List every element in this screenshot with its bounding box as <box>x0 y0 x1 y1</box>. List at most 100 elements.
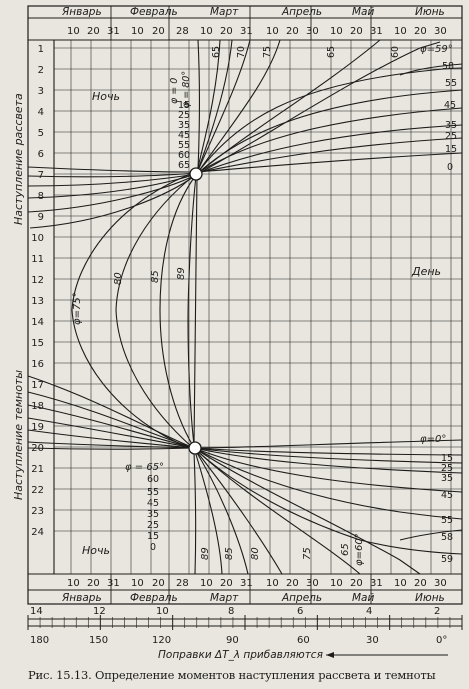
phi-value: 25 <box>445 131 457 142</box>
phi-80-label: φ = 80° <box>181 71 192 108</box>
scale-bottom-value: 0° <box>436 635 447 646</box>
top-month-label: Апрель <box>281 6 322 18</box>
dawn-curve <box>27 137 463 178</box>
hour-label: 19 <box>31 422 44 433</box>
hour-label: 21 <box>31 464 44 475</box>
phi75-curve <box>71 171 197 449</box>
figure-caption: Рис. 15.13. Определение моментов наступл… <box>28 668 436 682</box>
top-month-label: Март <box>210 6 239 18</box>
curve-label: 75 <box>262 46 273 58</box>
hour-label: 2 <box>38 65 44 76</box>
top-day-label: 10 <box>266 26 279 37</box>
bottom-day-label: 20 <box>220 578 233 589</box>
hour-label: 13 <box>31 296 44 307</box>
dusk-curve <box>193 447 249 575</box>
top-day-label: 31 <box>370 26 383 37</box>
horizontal-grid <box>54 47 462 532</box>
phi-value: 60 <box>147 474 159 485</box>
inner-loop-curves <box>71 39 201 575</box>
bottom-day-label: 10 <box>131 578 144 589</box>
top-day-label: 20 <box>87 26 100 37</box>
bottom-day-label: 10 <box>266 578 279 589</box>
scale-top-value: 6 <box>297 606 303 617</box>
phi-value: 58 <box>442 61 454 72</box>
phi-65-label: φ = 65° <box>125 462 164 473</box>
bottom-day-label: 20 <box>152 578 165 589</box>
top-month-label: Май <box>352 6 374 18</box>
scale-bottom-value: 90 <box>226 635 239 646</box>
top-month-label: Февраль <box>130 6 178 18</box>
chart-frame <box>27 5 463 605</box>
phi-value: 15 <box>445 144 457 155</box>
top-month-label: Январь <box>61 6 102 18</box>
phi-value: 35 <box>445 120 457 131</box>
bottom-day-label: 28 <box>176 578 189 589</box>
bottom-day-label: 20 <box>414 578 427 589</box>
bottom-day-labels: 10 20 31 10 20 28 10 20 31 10 20 30 10 20 31 10 20 30 <box>67 578 447 589</box>
phi-value: 35 <box>178 120 190 131</box>
bottom-day-label: 30 <box>434 578 447 589</box>
dawn-curve <box>29 67 463 229</box>
hour-label: 15 <box>31 338 44 349</box>
curve-label: 75 <box>302 547 313 560</box>
phi-value: 58 <box>441 532 453 543</box>
phi-lower-left-column: 60 55 45 35 25 15 0 <box>147 474 159 553</box>
correction-note: Поправки ΔT_λ прибавляются <box>158 649 323 661</box>
dawn-curve <box>195 39 221 176</box>
bottom-months: Январь Февраль Март Апрель Май Июнь <box>61 592 445 604</box>
hour-label: 8 <box>38 191 44 202</box>
hour-label: 10 <box>31 233 44 244</box>
phi80-curve <box>115 173 197 448</box>
bottom-day-label: 30 <box>306 578 319 589</box>
curve-label: 60 <box>390 46 401 58</box>
phi-value: 25 <box>441 463 453 474</box>
upper-curve-labels: 65 70 75 65 60 <box>211 46 401 58</box>
top-day-label: 20 <box>152 26 165 37</box>
dawn-curve <box>195 39 281 176</box>
phi-value: 45 <box>441 490 453 501</box>
phi-0-right-label: φ=0° <box>420 434 446 445</box>
hour-label: 6 <box>38 149 44 160</box>
phi-value: 0 <box>150 542 156 553</box>
hour-label: 4 <box>38 107 44 118</box>
phi-value: 60 <box>178 150 190 161</box>
hour-label: 23 <box>31 506 44 517</box>
dawn-curves <box>27 39 463 229</box>
scale-bottom-labels: 180 150 120 90 60 30 0° <box>30 635 447 646</box>
hour-label: 22 <box>31 485 44 496</box>
curve-label: 80 <box>250 547 261 560</box>
bottom-month-label: Март <box>210 592 239 604</box>
top-day-label: 10 <box>131 26 144 37</box>
scale-bottom-value: 180 <box>30 635 49 646</box>
top-day-label: 30 <box>434 26 447 37</box>
dusk-curve <box>193 447 361 575</box>
scale-top-labels: 14 12 10 8 6 4 2 <box>30 606 440 617</box>
dusk-curve <box>27 417 463 474</box>
hour-label: 17 <box>31 380 44 391</box>
day-label: День <box>411 265 441 278</box>
dusk-node <box>188 441 202 455</box>
curve-label: φ=60° <box>354 533 365 566</box>
bottom-day-label: 20 <box>286 578 299 589</box>
top-day-label: 31 <box>107 26 120 37</box>
night-label-top: Ночь <box>92 90 120 103</box>
scale-bottom-value: 60 <box>297 635 310 646</box>
top-day-label: 20 <box>286 26 299 37</box>
scale-top-value: 2 <box>434 606 440 617</box>
dusk-curve <box>399 529 463 541</box>
phi85-curve <box>159 174 197 447</box>
bottom-day-label: 10 <box>200 578 213 589</box>
curve-label: 85 <box>150 270 161 283</box>
hour-label: 24 <box>31 527 44 538</box>
hour-label: 9 <box>38 212 44 223</box>
top-day-label: 20 <box>414 26 427 37</box>
night-label-bottom: Ночь <box>82 544 110 557</box>
hour-label: 7 <box>38 170 44 181</box>
curve-label: 70 <box>236 46 247 58</box>
scale-top-value: 10 <box>156 606 169 617</box>
phi-value: 25 <box>178 110 190 121</box>
phi-value: 65 <box>178 160 190 171</box>
phi-upper-right-column: 58 55 45 35 25 15 0 <box>442 61 457 173</box>
